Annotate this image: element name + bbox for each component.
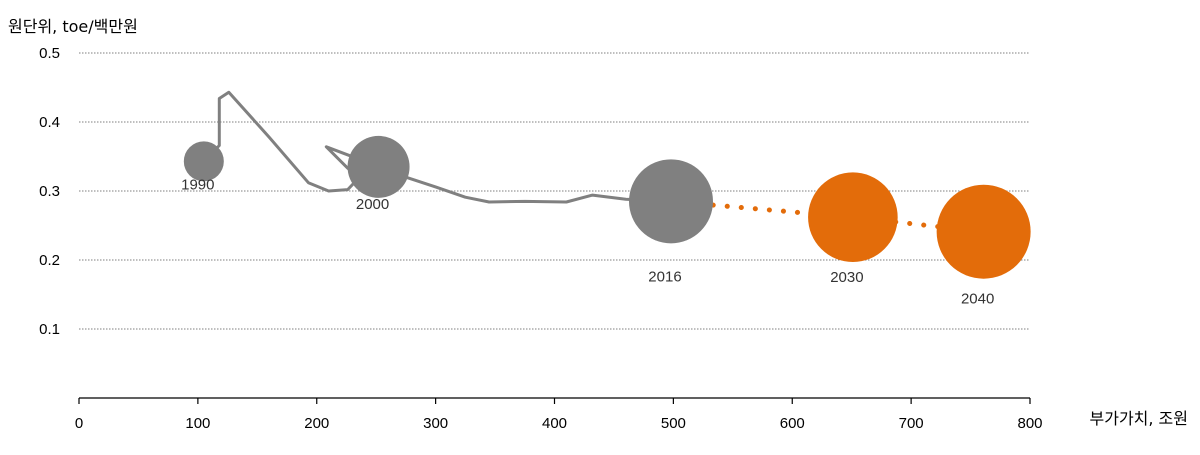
bubble-label-1990: 1990 (181, 176, 214, 193)
y-axis-label: 원단위, toe/백만원 (8, 17, 138, 36)
bubble-label-2030: 2030 (830, 269, 863, 286)
x-tick-label: 800 (1017, 415, 1042, 432)
x-axis-label: 부가가치, 조원 (1090, 409, 1189, 428)
bubble-label-2000: 2000 (356, 196, 389, 213)
y-tick-label: 0.4 (39, 114, 60, 131)
bubble-2040 (936, 184, 1031, 279)
bubbles (183, 135, 1031, 279)
bubble-labels: 1990 2000 2016 2030 2040 (181, 176, 994, 307)
bubble-2000 (347, 135, 410, 198)
bubble-2030 (808, 172, 898, 263)
bubble-2016 (628, 159, 713, 244)
x-tick-label: 400 (542, 415, 567, 432)
bubble-label-2016: 2016 (648, 268, 681, 285)
y-tick-label: 0.1 (39, 321, 60, 338)
y-tick-label: 0.5 (39, 45, 60, 62)
x-tick-label: 500 (661, 415, 686, 432)
y-tick-label: 0.2 (39, 252, 60, 269)
x-tick-label: 300 (423, 415, 448, 432)
x-axis: 0 100 200 300 400 500 600 700 800 (75, 397, 1043, 432)
x-tick-label: 100 (185, 415, 210, 432)
x-tick-label: 600 (780, 415, 805, 432)
x-tick-label: 0 (75, 415, 83, 432)
x-tick-label: 700 (899, 415, 924, 432)
y-tick-label: 0.3 (39, 183, 60, 200)
bubble-1990 (183, 141, 224, 182)
history-line (202, 90, 673, 204)
y-axis: 0.1 0.2 0.3 0.4 0.5 (39, 45, 60, 338)
x-tick-label: 200 (304, 415, 329, 432)
bubble-label-2040: 2040 (961, 291, 994, 308)
